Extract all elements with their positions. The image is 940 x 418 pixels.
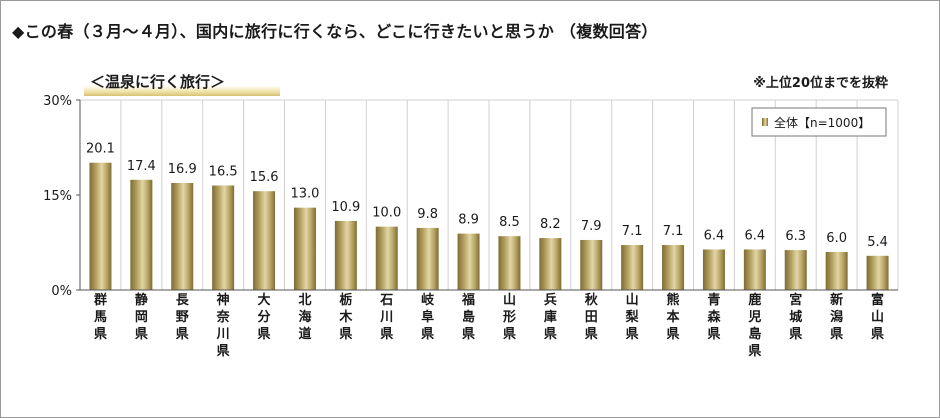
bar-神奈川県 [212, 185, 235, 290]
axes: 0% 15% 30% [43, 94, 898, 299]
value-label: 16.5 [209, 165, 238, 180]
bar-山形県 [498, 236, 521, 290]
bar-青森県 [702, 249, 725, 290]
bar-岐阜県 [416, 227, 439, 290]
value-label: 6.3 [785, 229, 806, 244]
category-label: 山形県 [503, 292, 516, 342]
value-label: 9.8 [417, 207, 438, 222]
bar-兵庫県 [539, 238, 562, 290]
bar-新潟県 [825, 252, 848, 290]
y-tick-label: 0% [51, 284, 72, 299]
category-label: 山梨県 [625, 292, 640, 342]
bars [89, 162, 889, 290]
bar-栃木県 [334, 220, 357, 290]
bar-富山県 [866, 255, 889, 290]
category-label: 鹿児島県 [747, 292, 761, 359]
category-label: 北海道 [298, 293, 311, 342]
value-label: 7.1 [622, 224, 643, 239]
value-label: 7.1 [663, 224, 684, 239]
bar-石川県 [375, 226, 398, 290]
chart-subtitle: ＜温泉に行く旅行＞ [84, 70, 280, 96]
bar-秋田県 [580, 239, 603, 290]
bar-群馬県 [89, 162, 112, 290]
bar-熊本県 [662, 245, 685, 290]
value-label: 8.5 [499, 215, 520, 230]
bar-長野県 [171, 182, 194, 290]
value-label: 10.0 [372, 206, 401, 221]
category-labels: 群馬県 静岡県 長野県 神奈川県 大分県 北海道 栃木県 石川県 岐阜県 福島県 山形県 兵庫県 秋田県… [94, 292, 884, 359]
value-label: 6.4 [745, 228, 766, 243]
legend: 全体【n=1000】 [751, 107, 887, 137]
value-label: 16.9 [168, 162, 197, 177]
value-label: 6.4 [704, 228, 725, 243]
bar-鹿児島県 [743, 249, 766, 290]
category-label: 青森県 [707, 292, 721, 342]
bar-静岡県 [130, 179, 153, 290]
value-label: 15.6 [250, 170, 279, 185]
legend-swatch [762, 118, 768, 126]
value-label: 17.4 [127, 159, 156, 174]
value-label: 13.0 [290, 187, 319, 202]
y-tick-label: 15% [43, 189, 72, 204]
bar-福島県 [457, 233, 480, 290]
value-label: 8.2 [540, 217, 561, 232]
category-label: 富山県 [871, 292, 884, 342]
legend-label: 全体【n=1000】 [774, 115, 870, 130]
category-label: 静岡県 [135, 292, 148, 342]
category-label: 秋田県 [585, 292, 599, 342]
value-labels: 20.1 17.4 16.9 16.5 15.6 13.0 10.9 10.0 9.8 8.9 8.… [86, 142, 888, 250]
value-label: 6.0 [826, 231, 847, 246]
category-label: 宮城県 [789, 292, 802, 342]
y-tick-label: 30% [43, 94, 72, 109]
ranking-note: ※上位20位までを抜粋 [753, 76, 888, 91]
category-label: 新潟県 [830, 292, 843, 342]
category-label: 福島県 [461, 292, 475, 342]
value-label: 8.9 [458, 213, 479, 228]
value-label: 10.9 [331, 200, 360, 215]
bar-大分県 [253, 191, 276, 290]
value-label: 5.4 [867, 235, 888, 250]
category-label: 長野県 [176, 293, 190, 342]
value-label: 20.1 [86, 142, 115, 157]
category-label: 岐阜県 [421, 292, 435, 342]
category-label: 大分県 [258, 292, 271, 342]
chart-title: ◆この春（３月～４月）、国内に旅行に行くなら、どこに行きたいと思うか （複数回答… [12, 22, 658, 41]
bar-山梨県 [621, 245, 644, 290]
bar-北海道 [293, 207, 316, 290]
category-label: 石川県 [379, 293, 393, 342]
category-label: 群馬県 [94, 292, 107, 342]
category-label: 神奈川県 [216, 292, 231, 359]
bar-宮城県 [784, 250, 807, 290]
legend-box [751, 107, 887, 137]
category-label: 栃木県 [338, 292, 353, 342]
category-label: 兵庫県 [544, 292, 557, 342]
category-label: 熊本県 [667, 292, 680, 342]
value-label: 7.9 [581, 219, 602, 234]
